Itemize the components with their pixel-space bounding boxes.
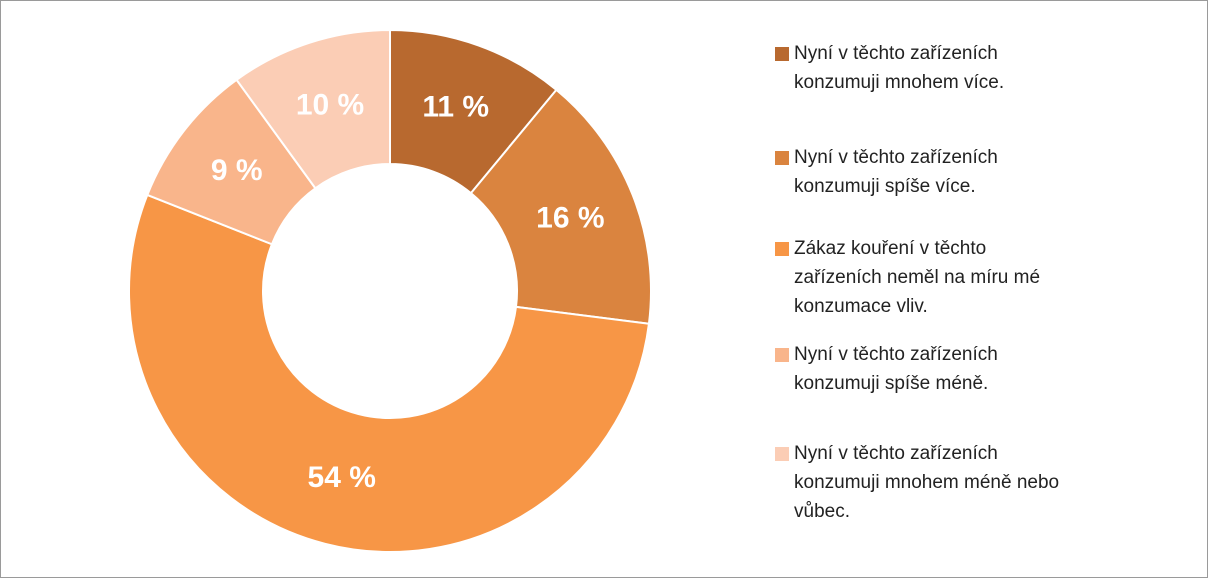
legend-swatch: [775, 151, 789, 165]
value-label: 10 %: [296, 88, 364, 121]
legend-label: Zákaz kouření v těchto zařízeních neměl …: [794, 238, 1041, 317]
legend-swatch: [775, 447, 789, 461]
value-label: 11 %: [422, 90, 489, 123]
value-label: 54 %: [308, 461, 376, 494]
legend-item: Nyní v těchto zařízeních konzumuji spíše…: [775, 340, 1075, 398]
legend-swatch: [775, 348, 789, 362]
legend-label: Nyní v těchto zařízeních konzumuji spíše…: [794, 344, 998, 394]
value-label: 16 %: [536, 202, 604, 235]
legend-item: Zákaz kouření v těchto zařízeních neměl …: [775, 234, 1075, 321]
legend-item: Nyní v těchto zařízeních konzumuji mnohe…: [775, 439, 1075, 526]
legend-label: Nyní v těchto zařízeních konzumuji spíše…: [794, 147, 998, 197]
legend-swatch: [775, 242, 789, 256]
legend-item: Nyní v těchto zařízeních konzumuji spíše…: [775, 143, 1075, 201]
donut-slice: [469, 88, 652, 325]
donut-slice: [128, 193, 651, 553]
legend-swatch: [775, 47, 789, 61]
legend-label: Nyní v těchto zařízeních konzumuji mnohe…: [794, 43, 1005, 93]
legend-item: Nyní v těchto zařízeních konzumuji mnohe…: [775, 39, 1075, 97]
legend-label: Nyní v těchto zařízeních konzumuji mnohe…: [794, 443, 1060, 522]
value-label: 9 %: [211, 154, 263, 187]
donut-slice: [235, 28, 391, 190]
